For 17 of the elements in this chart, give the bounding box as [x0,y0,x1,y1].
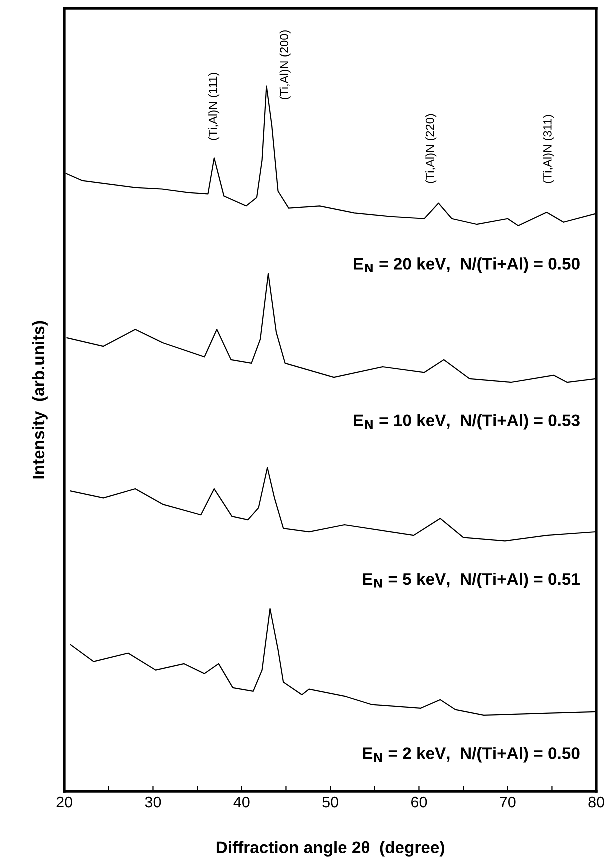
x-tick-label: 70 [500,796,516,808]
x-tick-label: 40 [234,796,250,808]
x-tick-label: 80 [588,796,604,808]
x-tick-label: 20 [56,796,72,808]
text: E$_{N}$ = 2 keV, N/(Ti+Al) = 0.50 [363,747,580,763]
text: E$_{N}$ = 5 keV, N/(Ti+Al) = 0.51 [363,572,580,588]
annotation: (Ti,Al)N (220) [426,114,437,184]
x-axis-title: Diffraction angle 2θ (degree) [216,841,444,857]
text: E$_{N}$ = 20 keV, N/(Ti+Al) = 0.50 [354,258,580,274]
x-tick-label: 30 [145,796,162,808]
annotation: (Ti,Al)N (111) [208,73,220,140]
y-axis-title: Intensity (arb.units) [32,321,48,479]
series-label: E$_{N}$ = 10 keV, N/(Ti+Al) = 0.53 [354,414,580,430]
annotation: (Ti,Al)N (311) [543,115,554,184]
x-tick-label: 60 [412,796,428,808]
annotation: (Ti,Al)N (200) [280,30,291,100]
x-tick-label: 50 [322,796,338,808]
